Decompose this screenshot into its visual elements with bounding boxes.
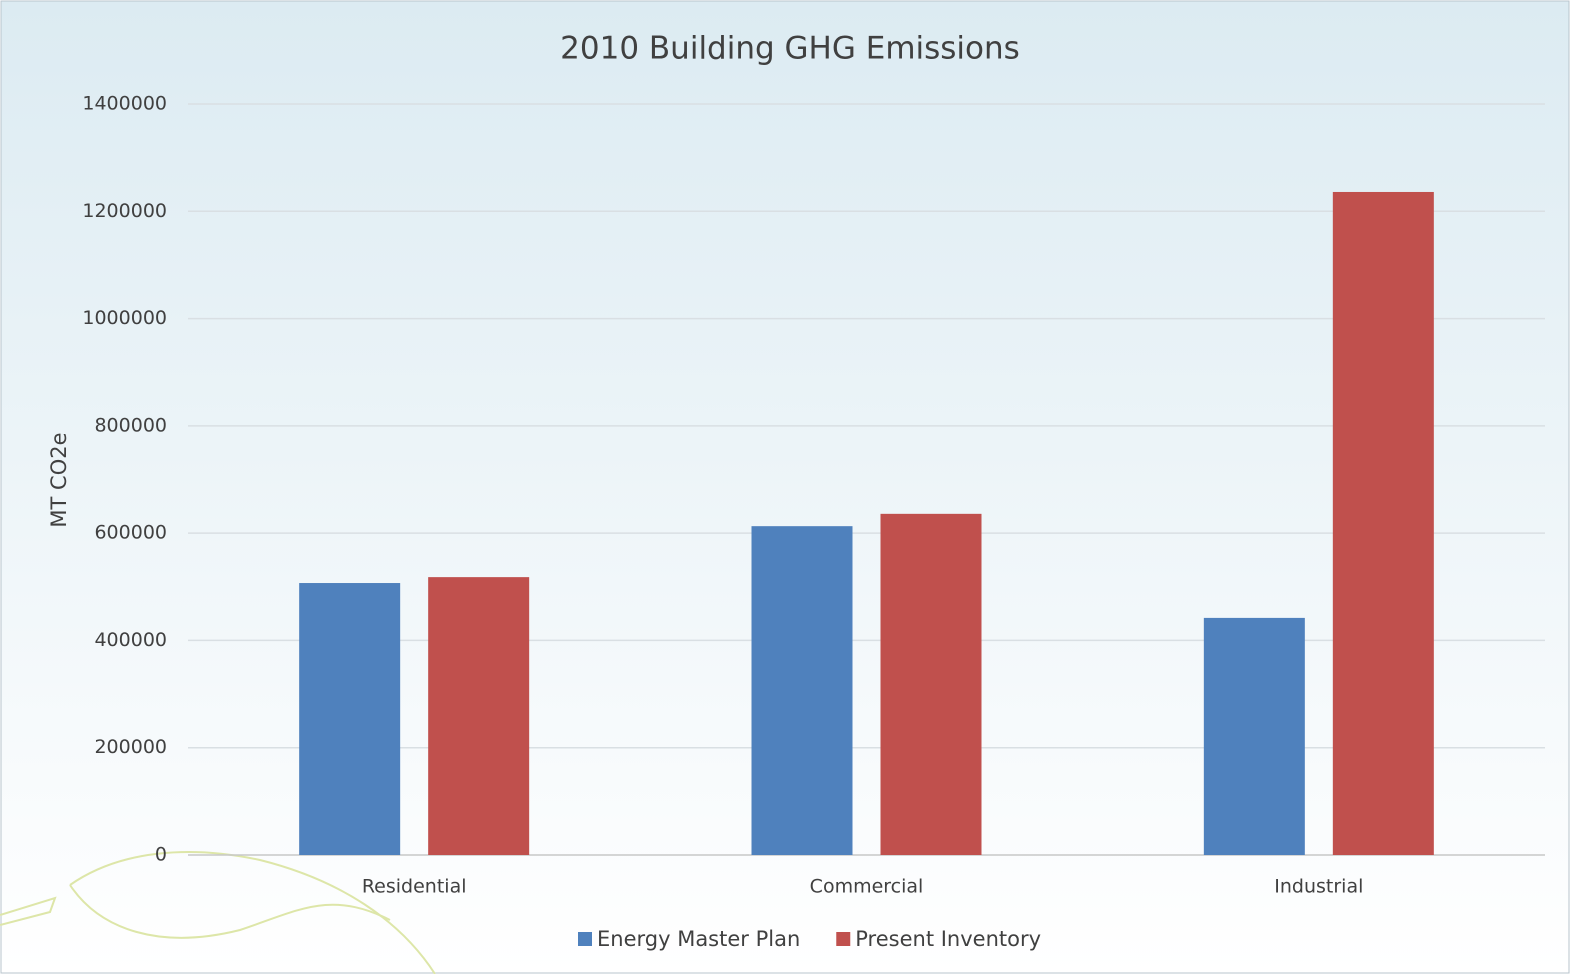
legend-swatch [836, 932, 851, 946]
legend-label: Energy Master Plan [597, 927, 800, 951]
bar [880, 513, 982, 855]
legend-swatch [578, 932, 592, 946]
decoration [0, 851, 436, 975]
y-tick-label: 400000 [94, 629, 167, 651]
bar [1332, 191, 1434, 855]
y-tick-label: 200000 [94, 736, 167, 758]
bar [428, 577, 530, 855]
bar [299, 583, 401, 855]
y-axis-label: MT CO2e [47, 432, 71, 527]
y-tick-label: 1400000 [82, 93, 167, 115]
x-tick-label: Industrial [1274, 876, 1363, 898]
y-tick-label: 0 [155, 844, 167, 866]
x-tick-label: Residential [362, 876, 467, 898]
bar [1203, 617, 1305, 855]
y-tick-label: 800000 [94, 414, 167, 436]
bar [751, 526, 853, 855]
y-tick-label: 1000000 [82, 307, 167, 329]
y-tick-label: 600000 [94, 522, 167, 544]
chart-title: 2010 Building GHG Emissions [560, 31, 1020, 67]
y-tick-label: 1200000 [82, 200, 167, 222]
x-tick-label: Commercial [810, 876, 924, 898]
legend-label: Present Inventory [855, 927, 1041, 951]
